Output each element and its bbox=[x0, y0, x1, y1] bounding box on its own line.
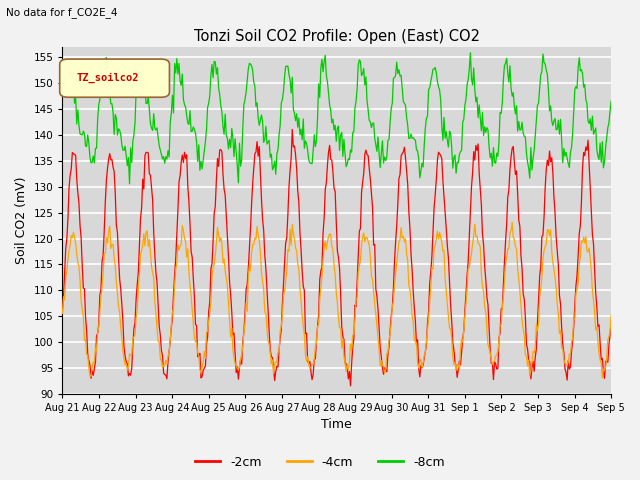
X-axis label: Time: Time bbox=[321, 419, 352, 432]
Text: TZ_soilco2: TZ_soilco2 bbox=[76, 73, 139, 84]
FancyBboxPatch shape bbox=[60, 59, 170, 97]
Legend: -2cm, -4cm, -8cm: -2cm, -4cm, -8cm bbox=[190, 451, 450, 474]
Y-axis label: Soil CO2 (mV): Soil CO2 (mV) bbox=[15, 177, 28, 264]
Text: No data for f_CO2E_4: No data for f_CO2E_4 bbox=[6, 7, 118, 18]
Title: Tonzi Soil CO2 Profile: Open (East) CO2: Tonzi Soil CO2 Profile: Open (East) CO2 bbox=[194, 29, 480, 44]
